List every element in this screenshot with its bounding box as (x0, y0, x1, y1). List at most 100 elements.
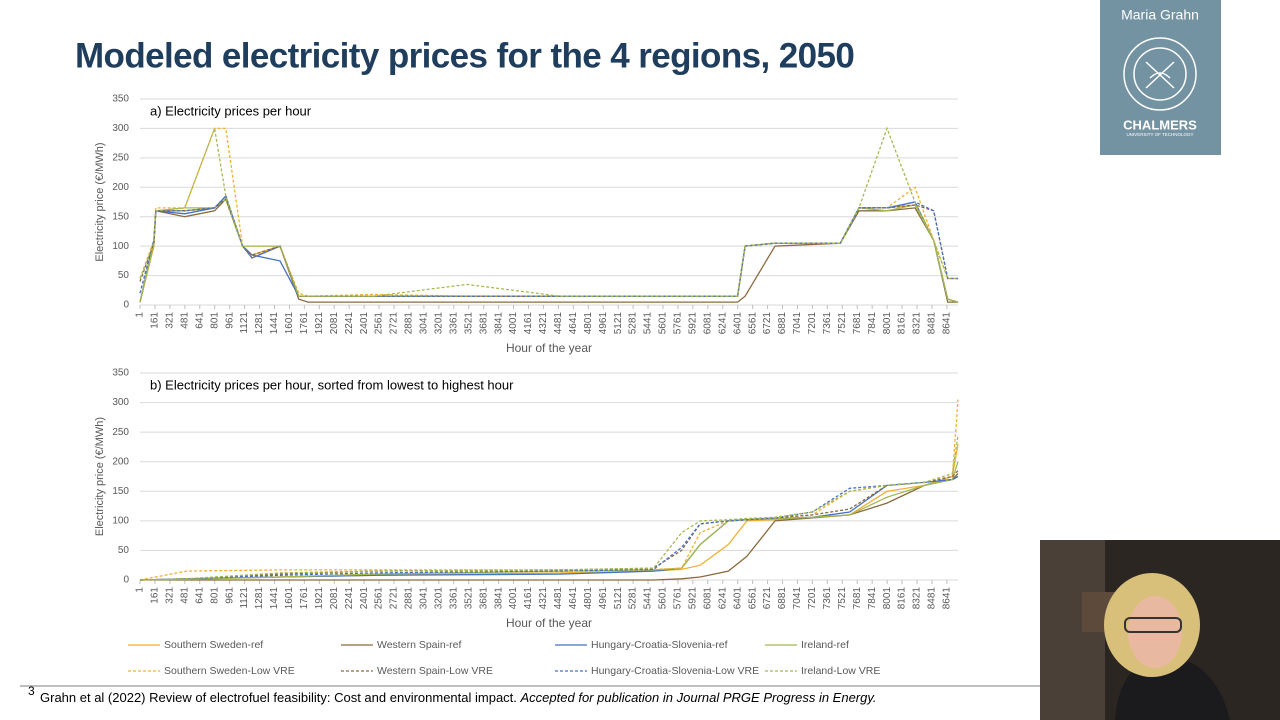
series-line (139, 470, 959, 581)
x-tick-label: 4321 (538, 312, 549, 335)
y-axis-label: Electricity price (€/MWh) (94, 142, 106, 261)
series-line (139, 198, 959, 303)
x-tick-label: 6081 (702, 587, 713, 610)
x-tick-label: 481 (179, 312, 190, 329)
y-tick-label: 0 (123, 575, 129, 586)
x-tick-label: 1921 (314, 587, 325, 610)
x-tick-label: 961 (224, 312, 235, 329)
x-tick-label: 6561 (747, 587, 758, 610)
x-tick-label: 7521 (837, 587, 848, 610)
y-tick-label: 250 (112, 427, 129, 438)
x-tick-label: 2241 (344, 587, 355, 610)
footnote-text: Grahn et al (2022) Review of electrofuel… (40, 690, 521, 705)
y-tick-label: 350 (112, 94, 129, 105)
series-line (139, 194, 959, 303)
slide-title: Modeled electricity prices for the 4 reg… (75, 36, 854, 75)
x-tick-label: 4961 (598, 312, 609, 335)
y-tick-label: 100 (112, 241, 129, 252)
x-tick-label: 3521 (463, 312, 474, 335)
x-tick-label: 5281 (628, 587, 639, 610)
x-tick-label: 961 (224, 587, 235, 604)
x-tick-label: 641 (194, 587, 205, 604)
logo-subtitle: UNIVERSITY OF TECHNOLOGY (1126, 132, 1193, 137)
x-tick-label: 3681 (478, 587, 489, 610)
x-tick-label: 6721 (762, 312, 773, 335)
x-tick-label: 3841 (493, 587, 504, 610)
x-tick-label: 3521 (463, 587, 474, 610)
x-tick-label: 321 (165, 312, 176, 329)
x-tick-label: 7041 (792, 587, 803, 610)
x-tick-label: 8161 (897, 312, 908, 335)
y-tick-label: 150 (112, 486, 129, 497)
x-tick-label: 5601 (658, 587, 669, 610)
x-axis-label: Hour of the year (506, 341, 592, 355)
x-tick-label: 6561 (747, 312, 758, 335)
x-tick-label: 7841 (867, 312, 878, 335)
x-tick-label: 7041 (792, 312, 803, 335)
x-tick-label: 3361 (448, 312, 459, 335)
x-tick-label: 1921 (314, 312, 325, 335)
x-tick-label: 8641 (942, 587, 953, 610)
legend-label: Southern Sweden-Low VRE (164, 665, 295, 677)
x-tick-label: 5921 (688, 587, 699, 610)
x-tick-label: 2561 (374, 312, 385, 335)
x-tick-label: 2081 (329, 312, 340, 335)
x-tick-label: 1601 (284, 312, 295, 335)
x-tick-label: 3841 (493, 312, 504, 335)
x-tick-label: 7201 (807, 587, 818, 610)
y-tick-label: 250 (112, 152, 129, 163)
x-tick-label: 5441 (643, 312, 654, 335)
x-tick-label: 161 (150, 587, 161, 604)
series-line (139, 443, 959, 581)
page-number: 3 (28, 684, 35, 698)
x-tick-label: 641 (194, 312, 205, 329)
x-tick-label: 5121 (613, 587, 624, 610)
legend-label: Ireland-Low VRE (801, 665, 880, 677)
y-tick-label: 300 (112, 123, 129, 134)
x-tick-label: 7681 (852, 587, 863, 610)
x-tick-label: 4001 (508, 587, 519, 610)
footnote: Grahn et al (2022) Review of electrofuel… (40, 690, 877, 705)
series-line (139, 197, 958, 303)
series-line (139, 475, 959, 581)
x-tick-label: 1761 (299, 587, 310, 610)
legend-label: Hungary-Croatia-Slovenia-Low VRE (591, 665, 759, 677)
x-tick-label: 6721 (762, 587, 773, 610)
x-tick-label: 321 (165, 587, 176, 604)
presenter: Maria Grahn (1121, 7, 1199, 23)
x-tick-label: 8321 (912, 587, 923, 610)
x-tick-label: 2721 (389, 587, 400, 610)
x-tick-label: 7361 (822, 587, 833, 610)
webcam (1040, 540, 1280, 720)
x-tick-label: 7681 (852, 312, 863, 335)
x-tick-label: 8001 (882, 312, 893, 335)
x-tick-label: 5281 (628, 312, 639, 335)
x-tick-label: 4481 (553, 587, 564, 610)
x-tick-label: 4641 (568, 312, 579, 335)
legend-label: Hungary-Croatia-Slovenia-ref (591, 639, 728, 651)
x-tick-label: 6401 (732, 312, 743, 335)
x-tick-label: 8641 (942, 312, 953, 335)
x-tick-label: 1761 (299, 312, 310, 335)
x-tick-label: 2881 (404, 312, 415, 335)
y-tick-label: 100 (112, 515, 129, 526)
x-tick-label: 1121 (239, 587, 250, 609)
x-tick-label: 8001 (882, 587, 893, 610)
x-tick-label: 6881 (777, 587, 788, 610)
logo-name: CHALMERS (1123, 117, 1197, 132)
x-tick-label: 8161 (897, 587, 908, 610)
y-tick-label: 0 (123, 300, 129, 311)
x-tick-label: 5441 (643, 587, 654, 610)
x-tick-label: 6241 (717, 312, 728, 335)
series-line (139, 475, 959, 581)
x-tick-label: 3681 (478, 312, 489, 335)
legend-label: Western Spain-Low VRE (377, 665, 493, 677)
x-tick-label: 4801 (583, 312, 594, 335)
x-tick-label: 3041 (419, 312, 430, 335)
x-tick-label: 6241 (717, 587, 728, 610)
x-tick-label: 5921 (688, 312, 699, 335)
x-tick-label: 6401 (732, 587, 743, 610)
series-line (139, 198, 958, 297)
x-tick-label: 7201 (807, 312, 818, 335)
